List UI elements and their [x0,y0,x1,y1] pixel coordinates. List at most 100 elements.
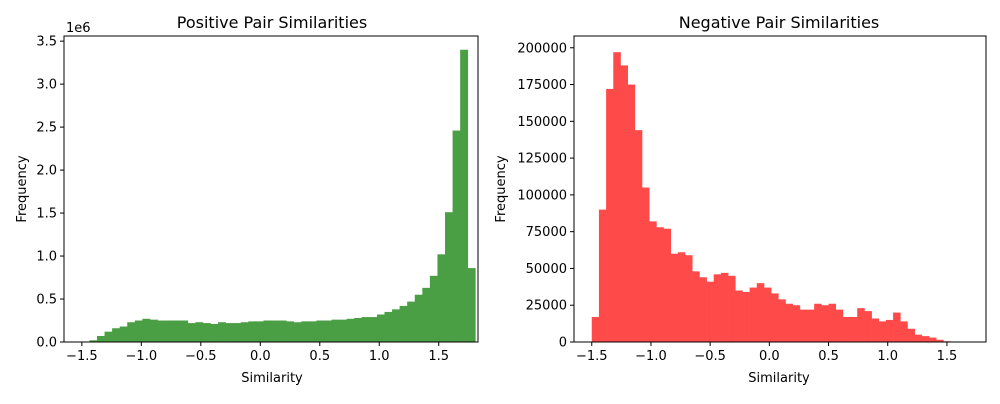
histogram-bar [928,337,937,342]
y-tick-label: 25000 [526,299,567,314]
histogram-bar [613,52,621,343]
y-axis-label: Frequency [494,155,509,222]
histogram-bar [134,320,143,342]
y-tick-label: 50000 [526,262,567,277]
y-offset-label: 1e6 [66,21,91,36]
histogram-bar [165,320,173,342]
histogram-bar [308,321,317,342]
histogram-bar [742,291,750,342]
histogram-bar [248,321,257,342]
histogram-bar [255,321,264,342]
y-tick-label: 100000 [517,188,567,203]
x-tick-label: −1.0 [126,349,158,364]
histogram-bar [663,228,672,342]
y-tick-label: 0.0 [36,336,57,351]
histogram-bar [620,65,628,343]
histogram-bar [893,312,901,342]
histogram-bar [233,323,242,342]
histogram-bar [127,322,136,342]
histogram-bar [376,314,385,342]
histogram-bar [202,323,211,342]
histogram-bar [720,272,729,342]
histogram-bar [339,319,348,342]
histogram-bar [692,271,700,342]
histogram-bar [112,328,121,342]
histogram-bar [914,334,923,342]
y-tick-label: 0.5 [36,293,57,308]
histogram-bar [467,268,476,342]
chart-negative: Negative Pair Similarities −1.5 −1.0 −0.5 0… [494,13,987,386]
x-tick-label: −1.5 [576,349,608,364]
histogram-bar [728,275,736,342]
y-axis-ticks: 0.0 0.5 1.0 1.5 2.0 2.5 3.0 3.5 [36,35,64,351]
x-tick-label: −0.5 [185,349,217,364]
histogram-bar [778,299,786,342]
x-tick-label: 1.5 [937,349,958,364]
histogram-bar [331,319,340,342]
histogram-bar [634,130,643,342]
histogram-bar [271,320,279,342]
plot-frame [63,35,479,343]
histogram-bar [598,209,607,342]
histogram-bar [452,130,461,342]
histogram-bar [835,309,844,342]
bars [89,49,476,342]
histogram-bar [96,335,105,342]
y-tick-label: 150000 [517,115,567,130]
histogram-bar [119,326,128,342]
histogram-bar [195,322,204,342]
histogram-bar [649,221,657,342]
histogram-bar [641,187,650,342]
histogram-bar [864,311,872,342]
histogram-bar [821,305,829,342]
histogram-bar [172,320,181,342]
x-axis-ticks: −1.5 −1.0 −0.5 0.0 0.5 1.0 1.5 [66,342,449,364]
histogram-bar [293,322,302,342]
histogram-bar [225,323,234,342]
x-tick-label: 0.0 [250,349,271,364]
histogram-bar [384,311,393,342]
x-tick-label: 0.5 [818,349,839,364]
x-tick-label: −0.5 [694,349,726,364]
histogram-bar [828,303,837,342]
histogram-bar [806,309,815,342]
chart-title: Positive Pair Similarities [177,13,367,32]
x-tick-label: 0.5 [309,349,330,364]
histogram-bar [921,336,930,342]
histogram-bar [792,305,801,342]
histogram-bar [677,252,686,342]
y-tick-label: 1.5 [36,207,57,222]
y-tick-label: 3.0 [36,78,57,93]
x-axis-ticks: −1.5 −1.0 −0.5 0.0 0.5 1.0 1.5 [576,342,957,364]
histogram-bar [850,316,858,342]
histogram-bar [814,303,822,342]
y-tick-label: 2.0 [36,164,57,179]
histogram-bar [713,274,722,342]
x-tick-label: −1.5 [66,349,98,364]
histogram-bar [460,49,469,342]
histogram-bar [407,301,416,342]
x-tick-label: 1.0 [877,349,898,364]
histogram-bar [907,328,915,342]
histogram-bar [149,319,158,342]
histogram-bar [885,319,894,342]
histogram-bar [422,287,431,342]
chart-title: Negative Pair Similarities [679,13,880,32]
bars [591,52,951,343]
histogram-bar [89,340,98,342]
x-tick-label: 1.0 [369,349,390,364]
histogram-bar [210,323,219,342]
x-tick-label: 1.5 [428,349,449,364]
histogram-bar [706,281,715,342]
histogram-bar [187,323,196,342]
histogram-bar [218,322,226,342]
y-tick-label: 75000 [526,225,567,240]
x-tick-label: 0.0 [759,349,780,364]
x-axis-label: Similarity [241,371,303,386]
histogram-bar [756,283,765,342]
histogram-bar [278,320,287,342]
y-axis-label: Frequency [15,155,30,222]
histogram-bar [399,305,408,342]
chart-positive: Positive Pair Similarities −1.5 −1.0 −0.5 0… [15,13,479,386]
